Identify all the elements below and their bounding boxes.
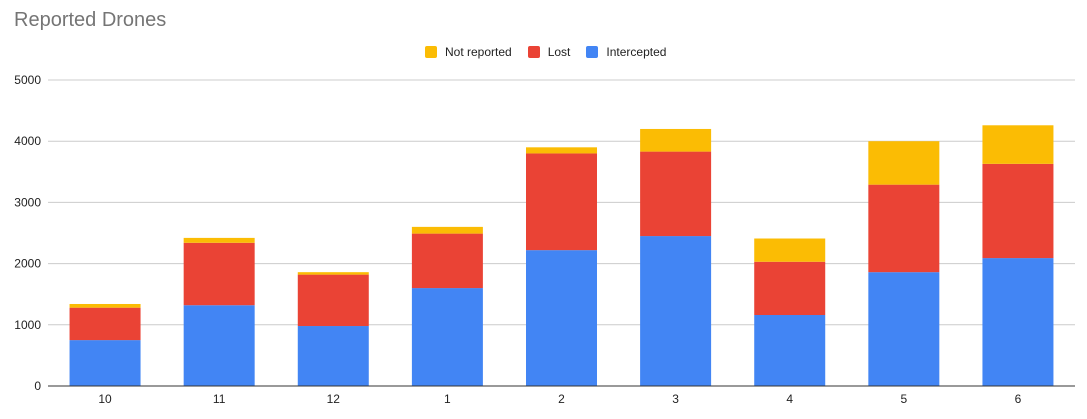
bar-not-reported xyxy=(640,128,712,152)
x-tick-label: 5 xyxy=(900,392,907,406)
y-tick-label: 5000 xyxy=(14,73,41,87)
x-tick-label: 4 xyxy=(786,392,793,406)
legend: Not reported Lost Intercepted xyxy=(425,45,682,59)
bar-lost xyxy=(526,153,597,251)
bar-not-reported xyxy=(526,147,597,154)
bar-lost xyxy=(411,233,483,289)
x-tick-label: 6 xyxy=(1015,392,1022,406)
x-tick-label: 10 xyxy=(98,392,112,406)
y-tick-label: 0 xyxy=(34,379,41,393)
x-tick-label: 12 xyxy=(327,392,341,406)
bar-intercepted xyxy=(183,305,255,386)
bar-intercepted xyxy=(868,272,940,386)
bar-lost xyxy=(640,151,712,237)
bar-not-reported xyxy=(411,226,483,234)
bar-lost xyxy=(754,261,826,316)
bar-intercepted xyxy=(297,326,369,386)
bar-not-reported xyxy=(69,303,141,308)
x-tick-label: 1 xyxy=(444,392,451,406)
bar-lost xyxy=(69,307,141,341)
bar-not-reported xyxy=(868,141,940,185)
bar-not-reported xyxy=(982,125,1054,164)
y-tick-label: 1000 xyxy=(14,318,41,332)
x-tick-label: 11 xyxy=(213,392,226,406)
x-tick-label: 3 xyxy=(672,392,679,406)
legend-label-not-reported: Not reported xyxy=(445,45,512,59)
legend-swatch-intercepted xyxy=(586,46,599,58)
y-tick-label: 2000 xyxy=(14,257,41,271)
bar-intercepted xyxy=(526,250,597,386)
y-tick-label: 3000 xyxy=(14,195,41,209)
bar-lost xyxy=(868,184,940,273)
bar-not-reported xyxy=(754,238,826,262)
legend-swatch-not-reported xyxy=(425,46,437,58)
legend-label-lost: Lost xyxy=(547,45,571,59)
bar-intercepted xyxy=(411,288,483,386)
bar-lost xyxy=(183,242,255,306)
x-tick-label: 2 xyxy=(558,392,565,406)
bar-intercepted xyxy=(640,236,712,386)
legend-item-lost: Lost xyxy=(527,45,571,59)
bar-lost xyxy=(297,274,369,327)
bar-intercepted xyxy=(69,340,141,386)
chart-title: Reported Drones xyxy=(14,9,167,31)
legend-item-intercepted: Intercepted xyxy=(586,45,666,59)
bar-intercepted xyxy=(754,315,826,386)
bar-intercepted xyxy=(982,258,1054,386)
legend-swatch-lost xyxy=(527,46,540,58)
legend-label-intercepted: Intercepted xyxy=(606,45,667,59)
bar-not-reported xyxy=(183,237,255,243)
legend-item-not-reported: Not reported xyxy=(425,45,512,59)
y-tick-label: 4000 xyxy=(14,134,41,148)
bar-not-reported xyxy=(297,272,369,275)
bar-lost xyxy=(982,163,1054,259)
